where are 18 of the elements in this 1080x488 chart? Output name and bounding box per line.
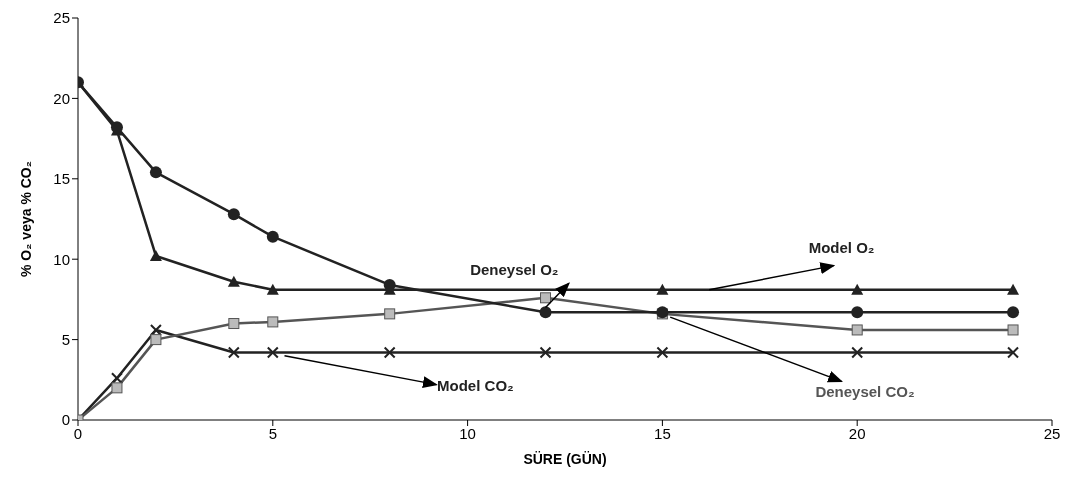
y-axis-title: % O₂ veya % CO₂	[17, 161, 34, 277]
y-tick-label: 10	[53, 250, 70, 268]
x-tick-label: 15	[654, 424, 671, 442]
series-label: Deneysel O₂	[470, 261, 559, 279]
x-tick-label: 20	[848, 424, 866, 442]
x-tick-label: 25	[1043, 424, 1061, 442]
text: Deneysel CO₂	[815, 383, 915, 401]
x-tick-label: 5	[268, 424, 277, 442]
y-tick-label: 25	[53, 9, 70, 27]
y-tick-label: 0	[61, 411, 70, 429]
y-tick-label: 5	[61, 330, 70, 348]
series-label: Model CO₂	[437, 377, 514, 395]
x-axis-title: SÜRE (GÜN)	[523, 451, 607, 467]
text: Model O₂	[808, 238, 875, 256]
y-tick-label: 15	[53, 170, 70, 188]
y-tick-label: 20	[53, 89, 70, 107]
x-tick-label: 10	[459, 424, 476, 442]
x-tick-label: 0	[73, 424, 83, 442]
